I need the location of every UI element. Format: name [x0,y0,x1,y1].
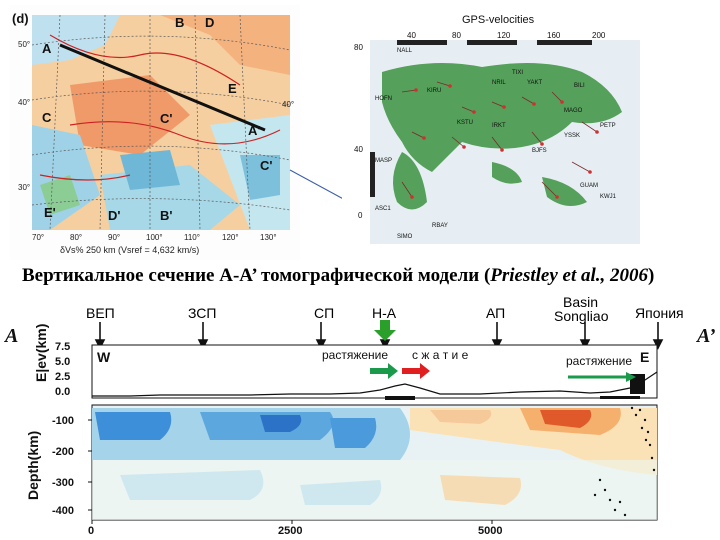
y-tick: 80 [354,43,363,52]
region-label: Basin [563,294,599,310]
x-tick: 200 [592,31,606,40]
x-tick: 80 [452,31,461,40]
gps-velocity-map: NALL HOFN KIRU NRIL YAKT TIXI BILI MAGO … [342,12,642,244]
region-label: ЗСП [188,305,217,321]
lat-tick: 40° [282,100,294,109]
region-label: ВЕП [86,305,115,321]
station-label: KIRU [427,88,441,94]
map-caption: δVs% 250 km (Vsref = 4,632 km/s) [60,245,199,255]
x-tick: 120 [497,31,511,40]
tomography-map: (d) B D A E C C' A' C' E' D' B' 50° 40° … [10,5,300,260]
station-label: KSTU [457,120,473,126]
x-tick: 160 [547,31,561,40]
station-label: KWJ1 [600,194,617,200]
depth-tick: -300 [52,477,74,489]
station-label: PETP [600,123,616,129]
point-label: D [205,15,214,30]
lon-tick: 110° [184,233,200,242]
side-e: E [640,349,649,365]
region-label: АП [486,305,506,321]
region-label: Н-А [372,305,397,321]
elev-axis-label: E|ev(km) [33,324,49,382]
lat-tick: 30° [18,183,30,192]
station-label: RBAY [432,223,448,229]
lon-tick: 80° [70,233,82,242]
region-label: Songliao [554,308,609,324]
station-label: IRKT [492,123,506,129]
elev-tick: 0.0 [55,386,70,398]
station-label: MASP [375,158,392,164]
point-label: A [42,41,52,56]
station-label: BJFS [532,148,547,154]
region-label: Япония [635,305,684,321]
point-label: A' [248,123,260,138]
station-label: YAKT [527,80,543,86]
section-title-main: Вертикальное сечение А-А’ томографическо… [22,265,484,286]
station-label: BILI [574,83,585,89]
x-tick: 0 [88,525,94,537]
point-label: C [42,110,52,125]
depth-axis-label: Depth(km) [25,431,41,500]
station-label: NALL [397,48,413,54]
point-label: C' [160,111,172,126]
endpoint-a-prime: A’ [695,325,716,347]
arrow-right-icon [402,363,430,379]
point-label: B' [160,208,172,223]
lon-tick: 70° [32,233,44,242]
station-label: NRIL [492,80,506,86]
station-label: SIMO [397,234,413,240]
point-label: D' [108,208,120,223]
lat-tick: 50° [18,40,30,49]
lat-tick: 40° [18,98,30,107]
section-title-reference: Priestley et al., 2006 [490,265,649,286]
lon-tick: 90° [108,233,120,242]
endpoint-a: A [3,325,18,347]
lon-tick: 120° [222,233,239,242]
elev-tick: 2.5 [55,371,70,383]
arrow-right-icon [568,372,636,382]
station-label: ASC1 [375,206,391,212]
depth-tick: -200 [52,446,74,458]
lon-tick: 130° [260,233,277,242]
point-label: E' [44,205,56,220]
y-tick: 40 [354,145,363,154]
side-w: W [97,349,111,365]
y-tick: 0 [358,211,363,220]
x-tick: 5000 [478,525,502,537]
elev-tick: 5.0 [55,356,70,368]
arrow-down-icon [374,320,396,341]
station-label: TIXI [512,70,523,76]
point-label: E [228,81,237,96]
elev-tick: 7.5 [55,341,70,353]
annotation-compression: с ж а т и е [412,348,469,362]
x-tick: 40 [407,31,416,40]
x-tick: 2500 [278,525,302,537]
section-title: Вертикальное сечение А-А’ томографическо… [22,265,654,287]
cross-section-profile: A A’ W E растяжение с ж а т и е растяжен… [3,320,716,537]
point-label: B [175,15,184,30]
section-title-paren-close: ) [648,265,655,286]
gps-map-title: GPS-velocities [462,14,535,26]
lon-tick: 100° [146,233,163,242]
station-label: GUAM [580,183,598,189]
station-label: YSSK [564,133,580,139]
depth-tick: -100 [52,415,74,427]
station-label: HOFN [375,96,392,102]
annotation-extension-left: растяжение [322,348,388,362]
arrow-right-icon [370,363,398,379]
region-label: СП [314,305,335,321]
depth-tick: -400 [52,505,74,517]
panel-letter: (d) [12,11,29,26]
station-label: MAGO [564,108,583,114]
annotation-extension-right: растяжение [566,354,632,368]
point-label: C' [260,158,272,173]
section-title-paren-open: ( [483,265,491,286]
